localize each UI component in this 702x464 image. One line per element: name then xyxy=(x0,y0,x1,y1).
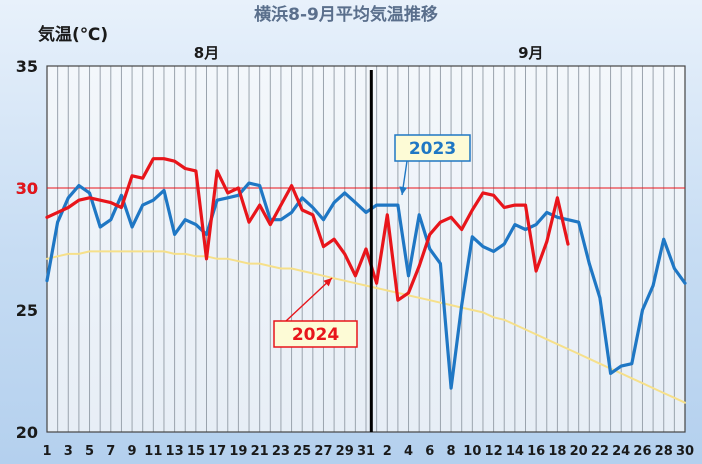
callout-label: 2023 xyxy=(409,139,456,159)
x-tick-label: 6 xyxy=(425,444,434,459)
series-line-平年値 xyxy=(46,250,686,404)
y-tick-label: 20 xyxy=(16,423,38,442)
month-label: 8月 xyxy=(194,44,219,62)
month-labels: 8月 9月 xyxy=(194,44,544,62)
x-tick-label: 17 xyxy=(208,444,226,459)
x-tick-label: 5 xyxy=(85,444,94,459)
y-tick-label-highlight: 30 xyxy=(16,179,38,198)
x-tick-label: 4 xyxy=(404,444,413,459)
x-axis-ticks: 1 3 5 7 9 11 13 15 17 19 21 23 25 27 29 31 2 4 6 8 10 12 14 16 1… xyxy=(42,444,694,459)
x-tick-label: 12 xyxy=(485,444,503,459)
x-tick-label: 18 xyxy=(548,444,566,459)
x-tick-label: 26 xyxy=(633,444,651,459)
x-tick-label: 16 xyxy=(527,444,545,459)
x-tick-label: 29 xyxy=(336,444,354,459)
series-line-2023 xyxy=(45,181,687,390)
callout-label: 2024 xyxy=(292,325,339,345)
x-tick-label: 2 xyxy=(383,444,392,459)
x-tick-label: 14 xyxy=(506,444,524,459)
y-axis-label: 気温(℃) xyxy=(37,24,108,45)
callout-2023: 2023 xyxy=(394,134,471,196)
callout-arrow xyxy=(285,277,333,322)
x-tick-label: 13 xyxy=(166,444,184,459)
callout-arrowhead xyxy=(323,278,332,287)
x-tick-label: 31 xyxy=(357,444,375,459)
x-tick-label: 10 xyxy=(463,444,481,459)
x-tick-label: 11 xyxy=(144,444,162,459)
callout-box xyxy=(273,320,358,348)
x-tick-label: 7 xyxy=(106,444,115,459)
gridlines xyxy=(46,65,686,433)
series-layer xyxy=(45,157,687,404)
series-line-2024 xyxy=(45,157,570,302)
x-tick-label: 23 xyxy=(272,444,290,459)
callout-box xyxy=(394,134,471,162)
x-tick-label: 21 xyxy=(251,444,269,459)
callouts: 2023 2024 xyxy=(273,134,471,348)
x-tick-label: 15 xyxy=(187,444,205,459)
callout-2024: 2024 xyxy=(273,277,358,348)
x-tick-label: 24 xyxy=(612,444,630,459)
callout-arrowhead xyxy=(399,186,408,195)
x-tick-label: 1 xyxy=(42,444,51,459)
x-tick-label: 8 xyxy=(447,444,456,459)
plot-border xyxy=(46,65,686,433)
x-tick-label: 20 xyxy=(570,444,588,459)
x-tick-label: 27 xyxy=(314,444,332,459)
month-label: 9月 xyxy=(518,44,543,62)
y-tick-label: 25 xyxy=(16,301,38,320)
x-tick-label: 22 xyxy=(591,444,609,459)
x-tick-label: 9 xyxy=(128,444,137,459)
x-tick-label: 25 xyxy=(293,444,311,459)
x-tick-label: 28 xyxy=(655,444,673,459)
x-tick-label: 19 xyxy=(229,444,247,459)
chart-title: 横浜8-9月平均気温推移 xyxy=(254,4,438,25)
y-tick-label: 35 xyxy=(16,57,38,76)
y-tick-label: 30 xyxy=(16,179,38,198)
x-tick-label: 3 xyxy=(64,444,73,459)
x-tick-label: 30 xyxy=(676,444,694,459)
